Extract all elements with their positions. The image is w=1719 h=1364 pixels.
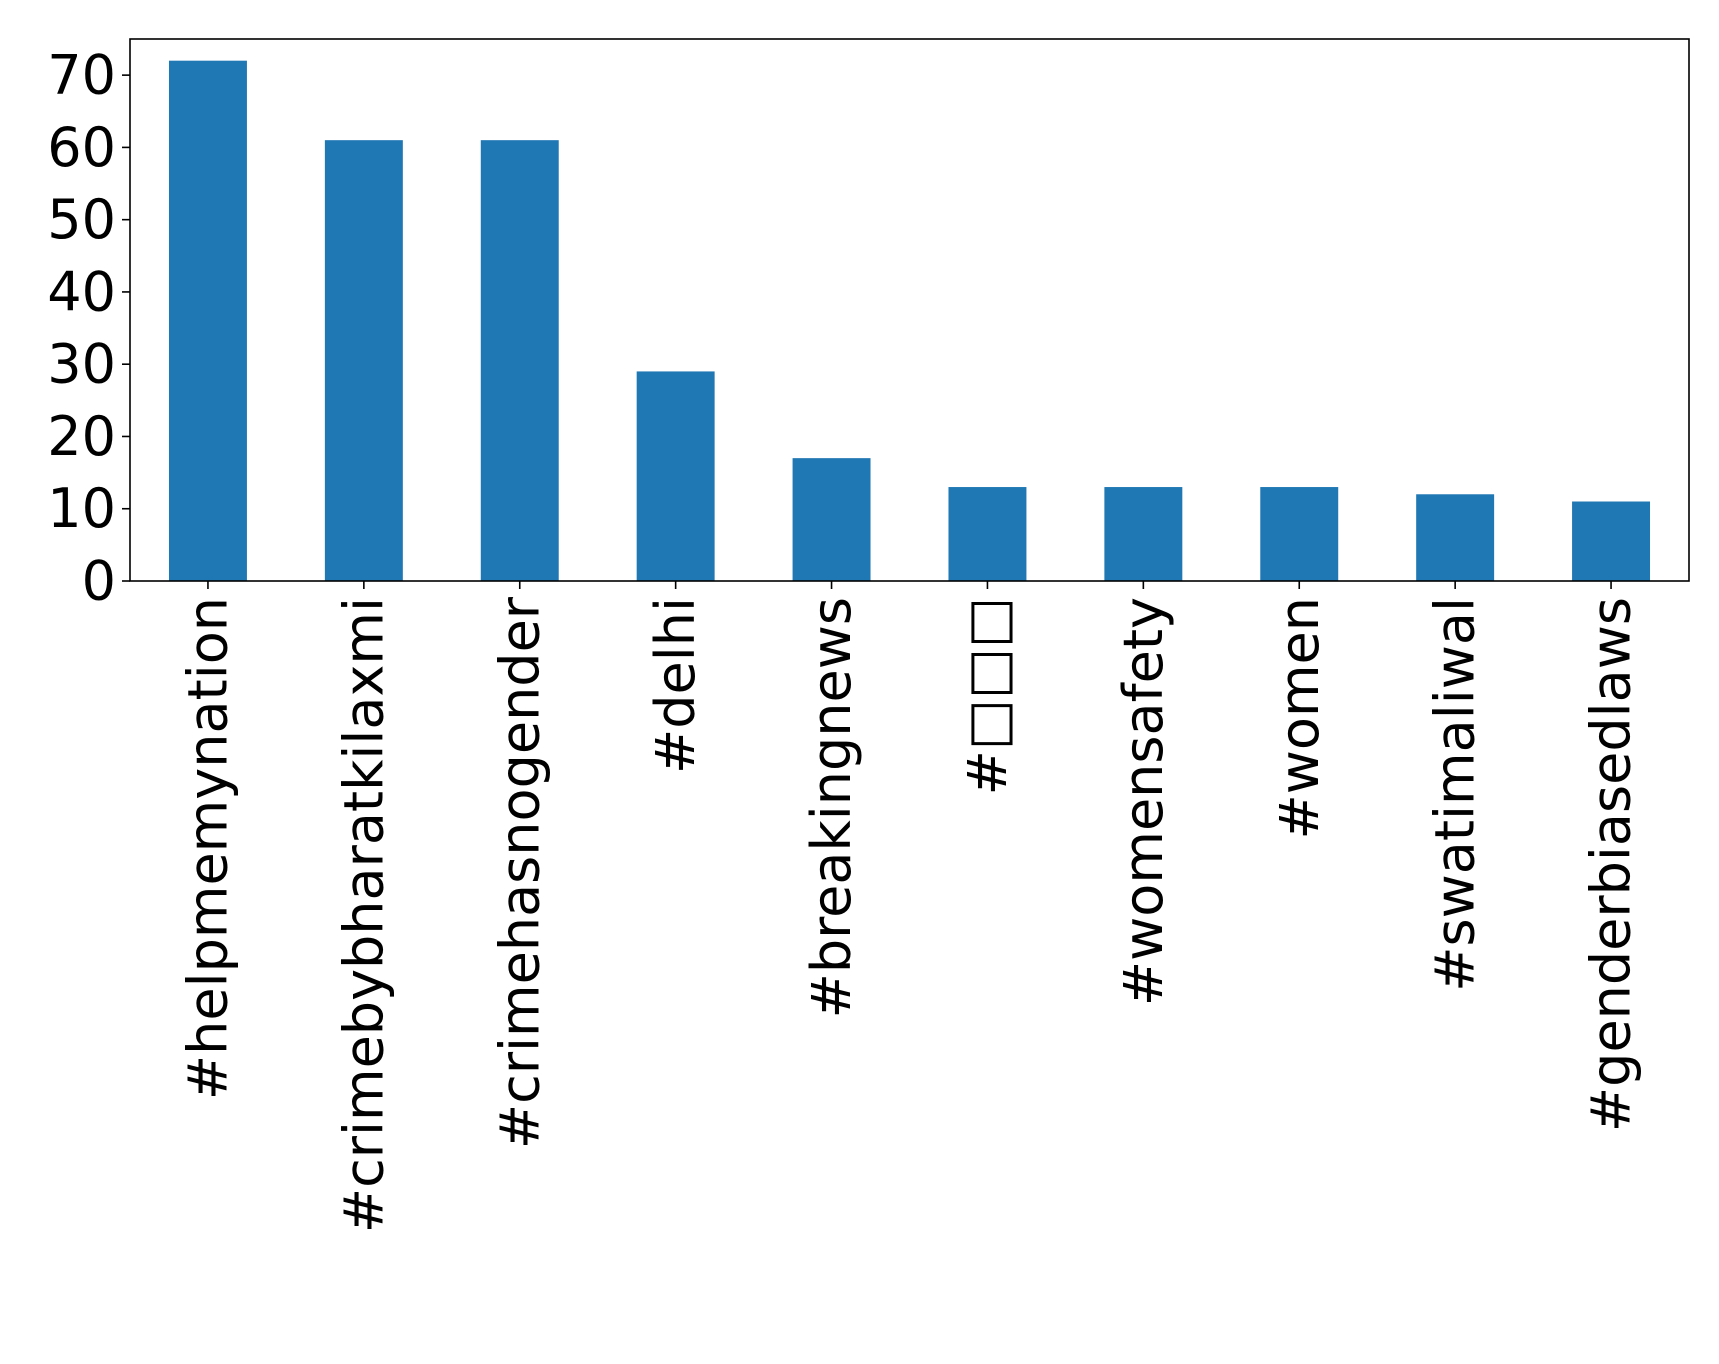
- x-tick-label-9: #genderbiasedlaws: [1580, 597, 1643, 1132]
- x-tick-label-2: #crimehasnogender: [488, 596, 551, 1149]
- bar-4: [792, 458, 871, 581]
- x-tick-label-6: #womensafety: [1112, 597, 1175, 1006]
- bar-8: [1416, 494, 1495, 581]
- x-tick-label-7: #women: [1268, 597, 1331, 840]
- bar-9: [1572, 501, 1651, 581]
- y-axis: 0 10 20 30 40 50 60 70: [47, 44, 130, 613]
- bar-6: [1104, 487, 1183, 581]
- y-tick-label-4: 40: [47, 260, 116, 323]
- y-tick-label-6: 60: [47, 116, 116, 179]
- x-axis: #helpmemynation #crimebybharatkilaxmi #cri…: [176, 581, 1643, 1233]
- bar-3: [636, 371, 715, 581]
- x-tick-label-5: #□□□: [956, 597, 1019, 795]
- bar-7: [1260, 487, 1339, 581]
- x-tick-label-4: #breakingnews: [800, 597, 863, 1018]
- bars-group: [168, 60, 1651, 582]
- bar-2: [480, 140, 559, 581]
- bar-0: [168, 60, 247, 582]
- y-tick-label-0: 0: [82, 550, 116, 613]
- bar-1: [324, 140, 403, 581]
- x-tick-label-0: #helpmemynation: [176, 597, 239, 1100]
- plot-frame: [129, 38, 1690, 582]
- x-tick-label-3: #delhi: [644, 597, 707, 774]
- y-tick-label-7: 70: [47, 44, 116, 107]
- x-tick-label-1: #crimebybharatkilaxmi: [332, 597, 395, 1233]
- y-tick-label-5: 50: [47, 188, 116, 251]
- y-tick-label-1: 10: [47, 477, 116, 540]
- y-tick-label-3: 30: [47, 333, 116, 396]
- y-tick-label-2: 20: [47, 405, 116, 468]
- bar-5: [948, 487, 1027, 581]
- x-tick-label-8: #swatimaliwal: [1424, 597, 1487, 992]
